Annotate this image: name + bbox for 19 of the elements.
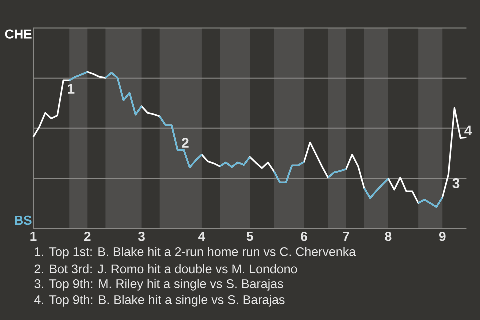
x-tick-label: 7 bbox=[343, 232, 350, 241]
x-tick-label: 4 bbox=[198, 232, 206, 241]
x-tick-label: 2 bbox=[84, 232, 91, 242]
annotation: 4 bbox=[464, 126, 472, 136]
text: 2. Bot 3rd: J. Romo hit a double vs M. Londono bbox=[34, 264, 298, 274]
text: 3. Top 9th: M. Riley hit a single vs S. Barajas bbox=[34, 279, 284, 291]
annotation: 2 bbox=[182, 138, 189, 148]
text: 1. Top 1st: B. Blake hit a 2-run home run vs C. Chervenka bbox=[35, 247, 356, 259]
text: 4. Top 9th: B. Blake hit a single vs S. Barajas bbox=[34, 295, 285, 307]
text: CHE bbox=[5, 30, 32, 39]
x-tick-label: 1 bbox=[30, 232, 37, 241]
text: BS bbox=[15, 216, 32, 226]
x-tick-label: 9 bbox=[439, 232, 446, 242]
annotation: 1 bbox=[68, 84, 75, 94]
x-tick-label: 3 bbox=[138, 232, 145, 242]
x-tick-label: 5 bbox=[246, 232, 254, 242]
x-tick-label: 8 bbox=[385, 232, 392, 242]
x-tick-label: 6 bbox=[301, 232, 308, 242]
annotation: 3 bbox=[452, 178, 460, 188]
